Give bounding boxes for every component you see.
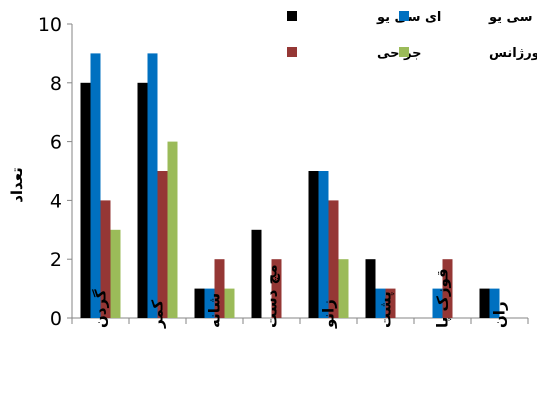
bar xyxy=(385,288,396,318)
legend-swatch xyxy=(399,11,409,21)
bar xyxy=(442,259,453,318)
y-tick-label: 2 xyxy=(50,249,62,271)
bar xyxy=(147,53,158,319)
bar xyxy=(308,171,319,318)
bar xyxy=(375,288,386,318)
bar xyxy=(271,259,282,318)
y-axis-label: تعداد xyxy=(8,167,26,203)
bar xyxy=(167,141,178,318)
category-label: زانو xyxy=(320,299,338,329)
legend-swatch xyxy=(287,47,297,57)
bar xyxy=(100,200,111,318)
category-label: شانه xyxy=(206,293,224,328)
y-tick-label: 10 xyxy=(38,14,62,36)
bar xyxy=(479,288,490,318)
legend-swatch xyxy=(287,11,297,21)
y-tick-label: 6 xyxy=(50,132,62,154)
y-tick-label: 0 xyxy=(50,308,62,330)
bar xyxy=(338,259,349,318)
bar xyxy=(157,171,168,318)
bar xyxy=(365,259,376,318)
bar xyxy=(204,288,215,318)
y-tick-label: 4 xyxy=(50,190,62,212)
bar xyxy=(318,171,329,318)
bar xyxy=(251,229,262,318)
category-label: ران xyxy=(491,301,509,328)
y-tick-label: 8 xyxy=(50,73,62,95)
bar xyxy=(328,200,339,318)
bar xyxy=(90,53,101,319)
bar xyxy=(194,288,205,318)
plot-area: گردن کمر شانه مچ دست زانو پشت قوزک پا ران xyxy=(71,24,529,329)
bar xyxy=(432,288,443,318)
legend-label: اورژانس xyxy=(489,46,537,61)
category-label: کمر xyxy=(149,300,167,329)
legend-label: سی سی یو xyxy=(488,10,537,25)
y-tick-labels: 0 2 4 6 8 10 xyxy=(38,14,72,330)
category-label: گردن xyxy=(92,289,110,328)
category-label: پشت xyxy=(377,291,396,328)
bar xyxy=(489,288,500,318)
bar xyxy=(224,288,235,318)
bar xyxy=(80,82,91,318)
category-label: قوزک پا xyxy=(434,268,453,328)
category-label: مچ دست xyxy=(263,264,281,328)
bar xyxy=(110,229,121,318)
bar xyxy=(137,82,148,318)
legend-swatch xyxy=(399,47,409,57)
bar xyxy=(214,259,225,318)
